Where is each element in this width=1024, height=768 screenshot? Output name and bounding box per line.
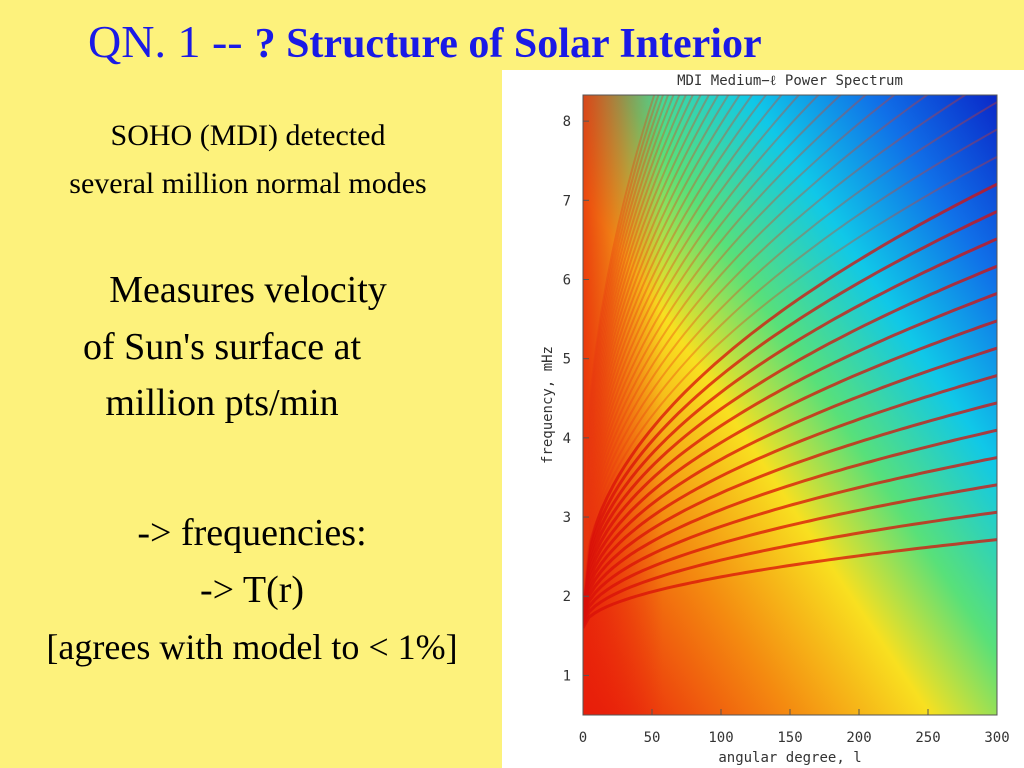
body-line: several million normal modes — [69, 167, 426, 200]
ridge — [583, 95, 670, 543]
y-tick-label: 2 — [563, 589, 571, 605]
ridge — [583, 95, 720, 560]
y-tick-label: 6 — [563, 272, 571, 288]
title-prefix: QN. 1 -- — [88, 16, 243, 67]
ridge — [583, 401, 997, 617]
ridge — [583, 95, 929, 586]
ridge — [583, 292, 997, 607]
ridge — [583, 95, 656, 536]
ridge — [583, 374, 997, 614]
x-tick-label: 50 — [644, 730, 661, 746]
ridge — [583, 95, 660, 538]
y-tick-label: 3 — [563, 510, 571, 526]
x-tick-label: 0 — [579, 730, 587, 746]
x-tick-label: 300 — [984, 730, 1009, 746]
body-line: -> T(r) — [200, 569, 304, 611]
ridge — [583, 182, 997, 598]
ridge — [583, 95, 868, 581]
y-tick-label: 1 — [563, 668, 571, 684]
ridge — [583, 510, 997, 627]
ridge — [583, 237, 997, 603]
x-axis-label: angular degree, l — [718, 750, 861, 766]
ridge — [583, 428, 997, 619]
ridge — [583, 95, 754, 567]
ridge — [583, 95, 820, 576]
x-tick-label: 150 — [777, 730, 802, 746]
ridge — [583, 483, 997, 624]
ridge — [583, 346, 997, 612]
ridge — [583, 210, 997, 600]
ridge — [583, 156, 997, 595]
body-line: -> frequencies: — [137, 512, 366, 554]
ridge — [583, 95, 675, 545]
ridge — [583, 95, 801, 574]
ridge — [583, 95, 768, 569]
ridge — [583, 101, 997, 591]
body-line: SOHO (MDI) detected — [111, 119, 386, 152]
slide-title: QN. 1 -- ? Structure of Solar Interior — [88, 16, 762, 67]
body-line: [agrees with model to < 1%] — [46, 627, 457, 667]
ridge — [583, 95, 711, 557]
ridge — [583, 95, 687, 550]
x-tick-label: 100 — [708, 730, 733, 746]
ridge — [583, 95, 842, 579]
x-tick-label: 200 — [846, 730, 871, 746]
body-line: million pts/min — [105, 382, 338, 424]
title-main: ? Structure of Solar Interior — [255, 21, 762, 67]
ridge — [583, 95, 702, 555]
ridge — [583, 128, 997, 593]
ridge — [583, 95, 783, 571]
ridges — [583, 95, 997, 629]
ridge — [583, 95, 665, 541]
x-tick-label: 250 — [915, 730, 940, 746]
ridge — [583, 95, 967, 588]
ridge — [583, 95, 681, 548]
y-tick-label: 5 — [563, 352, 571, 368]
ridge — [583, 95, 694, 552]
ridge — [583, 95, 730, 562]
y-tick-label: 7 — [563, 193, 571, 209]
ridge — [583, 538, 997, 629]
y-axis-label: frequency, mHz — [540, 346, 556, 464]
figure: MDI Medium−ℓ Power Spectrum angular degr… — [502, 70, 1024, 768]
figure-title: MDI Medium−ℓ Power Spectrum — [677, 73, 903, 89]
ridge — [583, 95, 741, 564]
body-line: of Sun's surface at — [83, 326, 361, 368]
body-line: Measures velocity — [109, 269, 387, 311]
ridge — [583, 264, 997, 605]
y-tick-label: 8 — [563, 114, 571, 130]
y-tick-label: 4 — [563, 431, 571, 447]
ridge — [583, 319, 997, 610]
ridge — [583, 95, 896, 583]
ridge — [583, 456, 997, 622]
